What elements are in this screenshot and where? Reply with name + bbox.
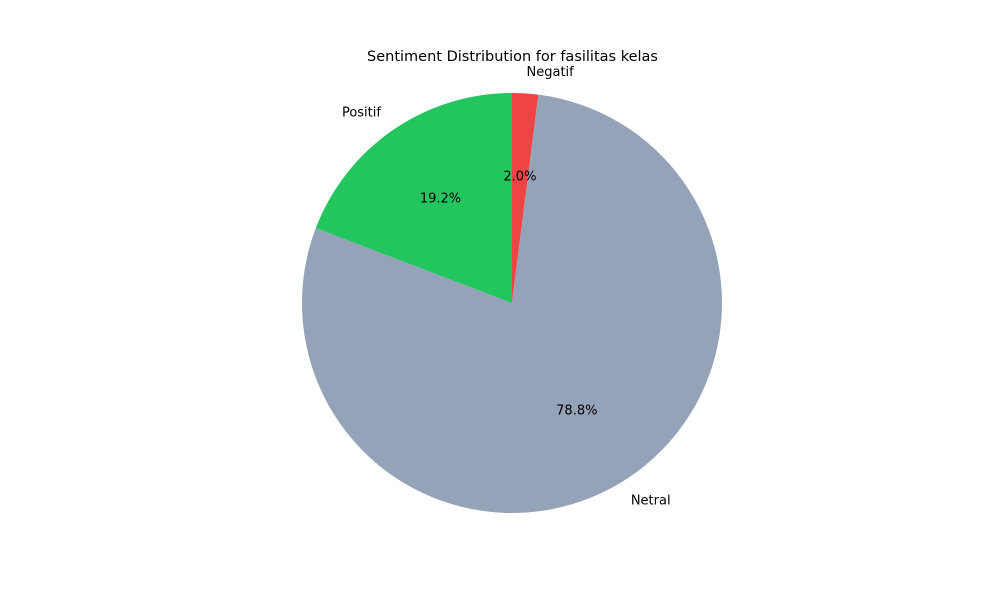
pie-slices — [302, 93, 723, 513]
slice-percent-netral: 78.8% — [556, 404, 597, 419]
pie-slice-netral — [302, 94, 723, 513]
slice-percent-negatif: 2.0% — [503, 170, 536, 185]
slice-percent-positif: 19.2% — [420, 192, 461, 207]
pie-slice-positif — [315, 93, 512, 303]
pie-labels: Negatif 2.0% Netral 78.8% Positif 19.2% — [342, 65, 671, 509]
slice-label-positif: Positif — [342, 105, 381, 120]
chart-title: Sentiment Distribution for fasilitas kel… — [367, 49, 658, 65]
slice-label-negatif: Negatif — [527, 65, 575, 80]
slice-label-netral: Netral — [631, 494, 671, 509]
pie-slice-negatif — [512, 93, 539, 303]
